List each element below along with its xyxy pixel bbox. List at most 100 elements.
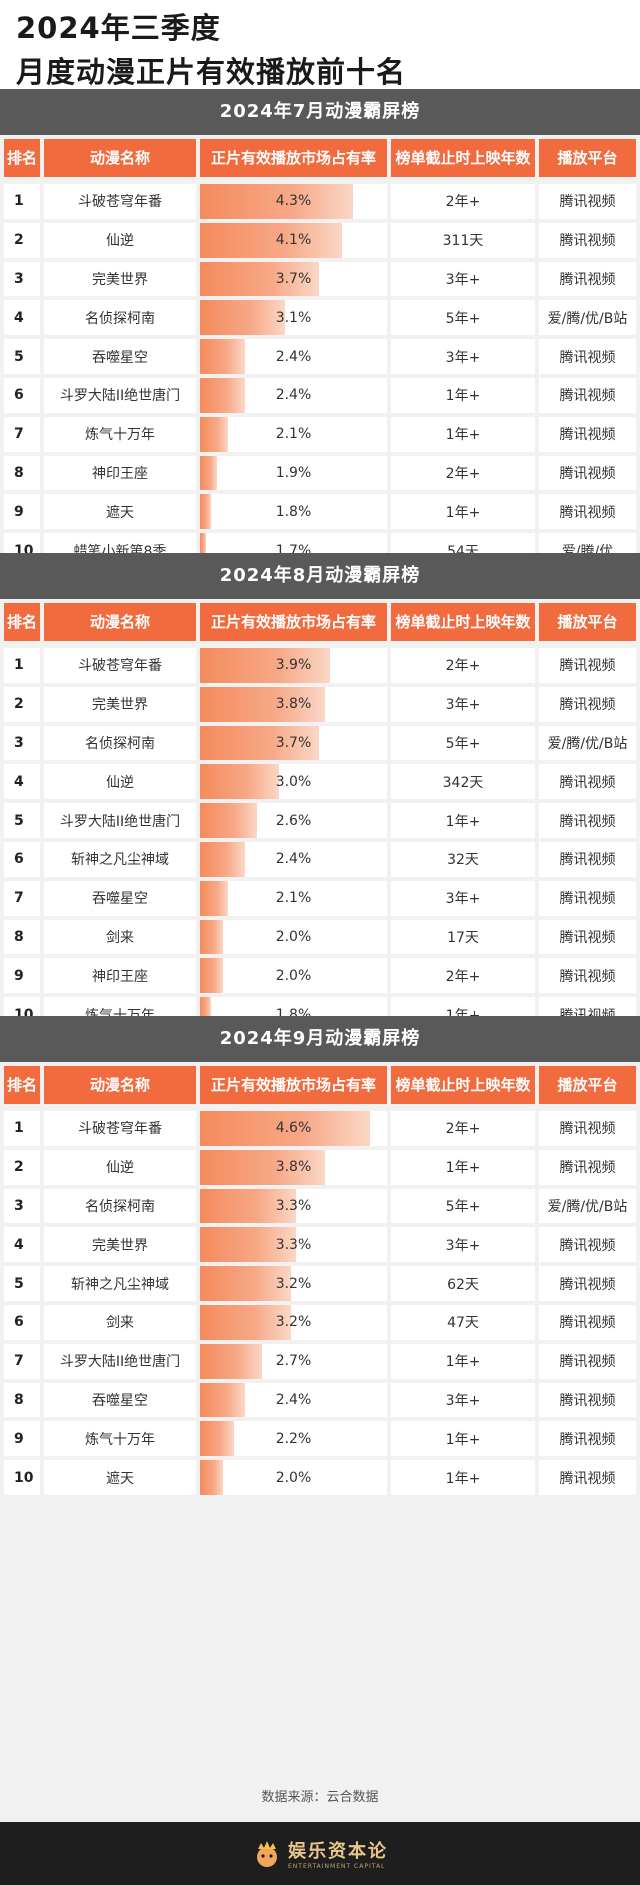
- years-cell: 2年+: [391, 958, 535, 994]
- table-row: 7 炼气十万年 2.1% 1年+ 腾讯视频: [0, 414, 640, 453]
- anime-name-cell: 斗罗大陆II绝世唐门: [44, 1343, 196, 1379]
- column-header: 动漫名称: [44, 139, 196, 177]
- platform-cell: 腾讯视频: [539, 1305, 636, 1340]
- share-label: 3.9%: [275, 657, 312, 674]
- years-cell: 3年+: [391, 1382, 535, 1418]
- share-cell: 2.4%: [200, 339, 387, 374]
- anime-name-cell: 完美世界: [44, 686, 196, 722]
- anime-name-cell: 仙逆: [44, 222, 196, 258]
- table-row: 3 完美世界 3.7% 3年+ 腾讯视频: [0, 259, 640, 298]
- rank-cell: 1: [4, 184, 40, 219]
- platform-cell: 腾讯视频: [539, 880, 636, 916]
- years-cell: 47天: [391, 1305, 535, 1340]
- platform-cell: 腾讯视频: [539, 1421, 636, 1457]
- share-label: 2.0%: [275, 1469, 312, 1486]
- years-cell: 32天: [391, 842, 535, 877]
- share-cell: 1.9%: [200, 455, 387, 491]
- share-cell: 2.2%: [200, 1421, 387, 1457]
- rank-cell: 6: [4, 842, 40, 877]
- share-label: 2.4%: [275, 851, 312, 868]
- years-cell: 17天: [391, 919, 535, 955]
- share-bar: [200, 494, 212, 530]
- share-label: 2.0%: [275, 928, 312, 945]
- platform-cell: 腾讯视频: [539, 686, 636, 722]
- column-header: 播放平台: [539, 139, 636, 177]
- share-cell: 3.9%: [200, 648, 387, 683]
- table-header-row: 排名 动漫名称 正片有效播放市场占有率 榜单截止时上映年数 播放平台: [0, 599, 640, 645]
- share-bar: [200, 803, 257, 838]
- brand-footer: 娱乐资本论 ENTERTAINMENT CAPITAL: [0, 1822, 640, 1885]
- anime-name-cell: 斗罗大陆II绝世唐门: [44, 803, 196, 838]
- share-bar: [200, 378, 246, 413]
- platform-cell: 腾讯视频: [539, 919, 636, 955]
- rank-cell: 2: [4, 222, 40, 258]
- platform-cell: 腾讯视频: [539, 1227, 636, 1263]
- share-bar: [200, 997, 212, 1032]
- share-bar: [200, 958, 223, 994]
- years-cell: 1年+: [391, 416, 535, 452]
- anime-name-cell: 炼气十万年: [44, 416, 196, 452]
- table-title: 2024年9月动漫霸屏榜: [0, 1016, 640, 1062]
- column-header: 排名: [4, 139, 40, 177]
- platform-cell: 腾讯视频: [539, 261, 636, 297]
- share-cell: 3.2%: [200, 1305, 387, 1340]
- share-bar: [200, 648, 331, 683]
- anime-name-cell: 仙逆: [44, 1149, 196, 1185]
- platform-cell: 腾讯视频: [539, 1266, 636, 1301]
- share-bar: [200, 1266, 291, 1301]
- anime-name-cell: 神印王座: [44, 958, 196, 994]
- share-bar: [200, 455, 217, 491]
- rank-cell: 4: [4, 764, 40, 800]
- share-bar: [200, 1149, 325, 1185]
- share-label: 3.3%: [275, 1236, 312, 1253]
- column-header: 榜单截止时上映年数: [391, 139, 535, 177]
- share-label: 2.1%: [275, 890, 312, 907]
- share-bar: [200, 1227, 297, 1263]
- anime-name-cell: 完美世界: [44, 261, 196, 297]
- anime-name-cell: 吞噬星空: [44, 880, 196, 916]
- table-row: 9 炼气十万年 2.2% 1年+ 腾讯视频: [0, 1418, 640, 1457]
- years-cell: 342天: [391, 764, 535, 800]
- column-header: 正片有效播放市场占有率: [200, 1066, 387, 1104]
- table-title: 2024年7月动漫霸屏榜: [0, 89, 640, 135]
- share-cell: 2.0%: [200, 919, 387, 955]
- share-label: 3.7%: [275, 734, 312, 751]
- anime-name-cell: 剑来: [44, 1305, 196, 1340]
- share-bar: [200, 1111, 370, 1146]
- share-label: 3.8%: [275, 696, 312, 713]
- table-row: 4 完美世界 3.3% 3年+ 腾讯视频: [0, 1224, 640, 1263]
- years-cell: 5年+: [391, 1188, 535, 1224]
- table-row: 2 仙逆 4.1% 311天 腾讯视频: [0, 220, 640, 259]
- share-cell: 2.4%: [200, 1382, 387, 1418]
- rank-cell: 6: [4, 378, 40, 413]
- rank-cell: 2: [4, 686, 40, 722]
- anime-name-cell: 剑来: [44, 919, 196, 955]
- share-cell: 3.2%: [200, 1266, 387, 1301]
- table-row: 9 神印王座 2.0% 2年+ 腾讯视频: [0, 955, 640, 994]
- rank-cell: 7: [4, 416, 40, 452]
- share-bar: [200, 1460, 223, 1495]
- share-cell: 3.1%: [200, 300, 387, 336]
- years-cell: 5年+: [391, 725, 535, 761]
- share-label: 4.1%: [275, 232, 312, 249]
- share-bar: [200, 764, 280, 800]
- anime-name-cell: 斩神之凡尘神域: [44, 1266, 196, 1301]
- rank-cell: 6: [4, 1305, 40, 1340]
- share-bar: [200, 919, 223, 955]
- share-bar: [200, 1382, 246, 1418]
- table-row: 8 神印王座 1.9% 2年+ 腾讯视频: [0, 453, 640, 492]
- years-cell: 1年+: [391, 1149, 535, 1185]
- years-cell: 311天: [391, 222, 535, 258]
- share-cell: 2.4%: [200, 842, 387, 877]
- share-label: 2.4%: [275, 1391, 312, 1408]
- share-bar: [200, 725, 319, 761]
- platform-cell: 腾讯视频: [539, 764, 636, 800]
- table-header-row: 排名 动漫名称 正片有效播放市场占有率 榜单截止时上映年数 播放平台: [0, 135, 640, 181]
- share-cell: 3.7%: [200, 261, 387, 297]
- table-row: 1 斗破苍穹年番 3.9% 2年+ 腾讯视频: [0, 645, 640, 684]
- platform-cell: 爱/腾/优/B站: [539, 300, 636, 336]
- share-label: 2.2%: [275, 1430, 312, 1447]
- share-bar: [200, 184, 353, 219]
- platform-cell: 腾讯视频: [539, 222, 636, 258]
- table-row: 5 吞噬星空 2.4% 3年+ 腾讯视频: [0, 336, 640, 375]
